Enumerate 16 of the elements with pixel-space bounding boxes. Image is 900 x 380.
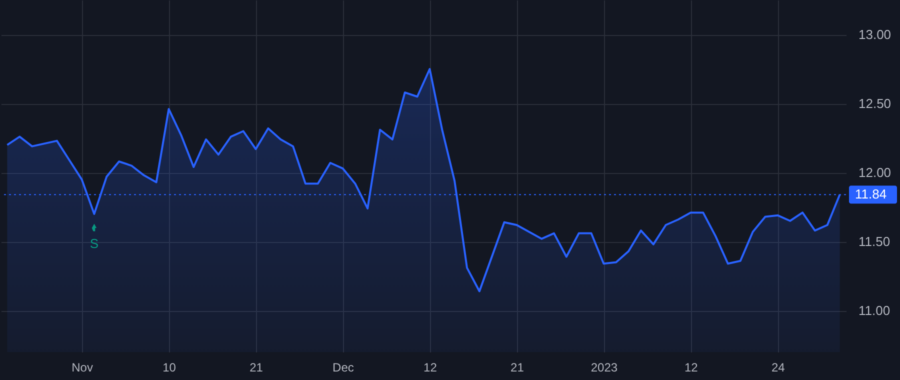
y-tick-label: 12.00 <box>858 165 892 180</box>
x-tick-label: Dec <box>332 360 354 374</box>
x-tick-label: 2023 <box>590 360 618 374</box>
y-tick-label: 12.50 <box>858 96 892 112</box>
x-tick-label: 10 <box>162 360 176 374</box>
x-tick-label: 21 <box>510 360 524 374</box>
y-tick-label: 11.00 <box>858 303 890 318</box>
x-tick-label: 12 <box>684 360 698 374</box>
y-tick-label: 13.00 <box>858 27 892 42</box>
x-tick-label: 21 <box>250 360 264 374</box>
y-tick-label: 11.50 <box>858 234 890 250</box>
x-tick-label: 24 <box>771 360 786 374</box>
ref-line-label: 11.84 <box>855 186 887 202</box>
x-tick-label: Nov <box>72 360 93 374</box>
annotation: S <box>90 236 99 251</box>
x-tick-label: 12 <box>424 360 438 374</box>
